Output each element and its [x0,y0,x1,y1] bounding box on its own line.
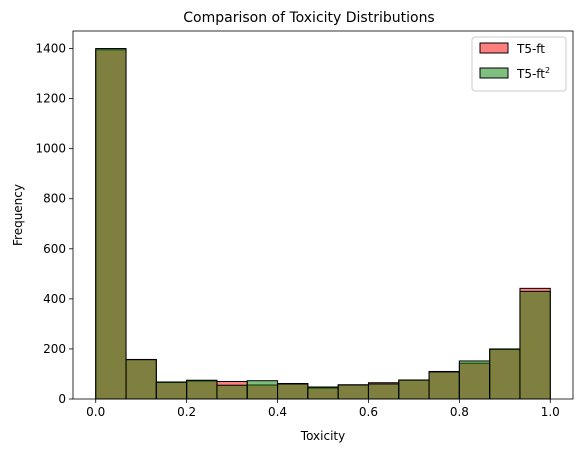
legend-label-series-1: T5-ft [516,42,545,56]
y-tick-label: 0 [58,392,66,406]
y-tick-label: 1200 [35,92,66,106]
x-tick-label: 0.2 [177,405,196,419]
bar-series-2-bin-4 [186,379,218,400]
x-tick-label: 1.0 [541,405,560,419]
bar-series-2-bin-10 [367,383,400,400]
x-tick-label: 0.0 [86,405,105,419]
x-tick-label: 0.6 [359,405,378,419]
y-ticks: 0 200 400 600 800 1000 1200 1400 [35,42,73,406]
bar-series-2-bin-3 [155,381,188,400]
bar-series-2-bin-14 [489,348,521,400]
y-tick-label: 800 [43,192,66,206]
bar-series-2-bin-5 [216,384,248,400]
bar-series-2-bin-9 [337,384,369,400]
plot-frame [72,30,574,400]
bar-series-2-bin-11 [398,379,430,400]
bar-series-2-bin-1 [95,48,127,400]
bar-series-2-bin-12 [428,371,460,400]
y-tick-label: 1000 [35,142,66,156]
legend-swatch-series-2 [479,67,509,79]
y-tick-label: 400 [43,292,66,306]
x-ticks: 0.0 0.2 0.4 0.6 0.8 1.0 [86,399,560,419]
bar-series-2-bin-15 [519,290,551,400]
legend: T5-ft T5-ft2 [471,36,567,92]
legend-label-series-2: T5-ft2 [516,66,550,81]
bar-series-2-bin-2 [125,359,157,400]
y-tick-label: 200 [43,342,66,356]
x-tick-label: 0.8 [450,405,469,419]
legend-swatch-series-1 [479,42,509,54]
x-tick-label: 0.4 [268,405,287,419]
bar-series-2-bin-8 [307,386,339,400]
bars-group [95,48,551,400]
y-tick-label: 1400 [35,42,66,56]
bar-series-2-bin-13 [458,360,491,400]
x-axis-label: Toxicity [300,429,345,443]
y-tick-label: 600 [43,242,66,256]
bar-series-2-bin-7 [277,383,309,400]
chart-title: Comparison of Toxicity Distributions [183,10,434,26]
y-axis-label: Frequency [11,184,25,246]
bar-series-2-bin-6 [246,380,279,400]
